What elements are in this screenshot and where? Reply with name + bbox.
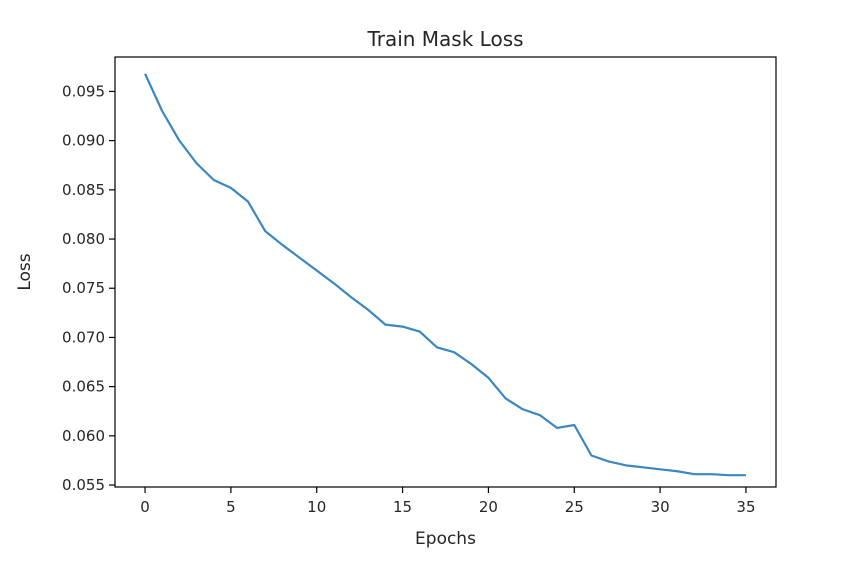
x-tick-label: 25 (565, 498, 584, 516)
y-axis: 0.055 0.060 0.065 0.070 0.075 0.080 0.085 0.090… (62, 82, 115, 494)
y-tick-label: 0.085 (62, 181, 105, 199)
x-tick-label: 0 (140, 498, 150, 516)
x-tick-label: 20 (479, 498, 498, 516)
series-layer (144, 73, 746, 477)
x-tick-label: 5 (226, 498, 236, 516)
y-tick-label: 0.070 (62, 328, 105, 346)
plot-border (114, 56, 777, 488)
x-tick-label: 35 (736, 498, 755, 516)
y-tick-label: 0.065 (62, 378, 105, 396)
y-tick-label: 0.075 (62, 279, 105, 297)
series-line (144, 73, 746, 477)
plot-area (114, 56, 777, 488)
y-tick-label: 0.080 (62, 230, 105, 248)
x-axis: 0 5 10 15 20 25 30 35 (140, 487, 756, 516)
x-tick-label: 15 (393, 498, 412, 516)
y-tick-label: 0.090 (62, 132, 105, 150)
x-tick-label: 30 (651, 498, 670, 516)
y-tick-label: 0.095 (62, 82, 105, 100)
x-axis-label: Epochs (415, 529, 476, 549)
y-tick-label: 0.055 (62, 476, 105, 494)
chart-title: Train Mask Loss (366, 27, 523, 51)
y-tick-label: 0.060 (62, 427, 105, 445)
x-tick-label: 10 (307, 498, 326, 516)
y-axis-label: Loss (15, 253, 35, 290)
